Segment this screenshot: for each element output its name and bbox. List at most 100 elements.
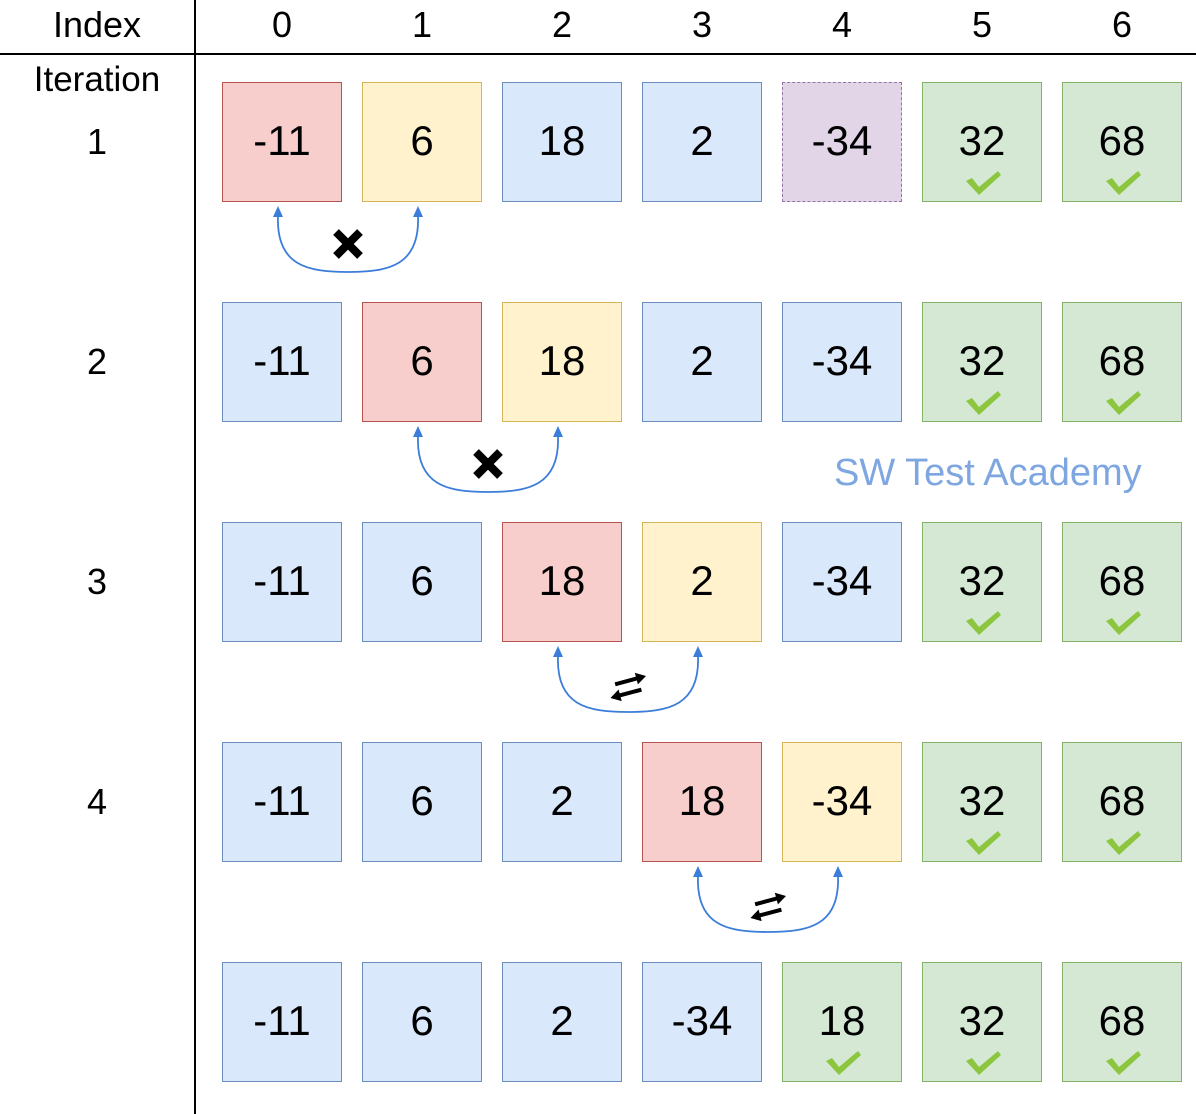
array-cell: -34 bbox=[782, 82, 902, 202]
cell-value: 18 bbox=[678, 777, 726, 824]
cell-value: -34 bbox=[671, 997, 733, 1044]
cell-value: 6 bbox=[410, 337, 434, 384]
no-swap-icon bbox=[473, 449, 503, 479]
cell-value: -11 bbox=[253, 777, 311, 824]
array-cell: 2 bbox=[642, 522, 762, 642]
array-cell: 32 bbox=[922, 82, 1042, 202]
array-cell: 6 bbox=[362, 82, 482, 202]
arrow-head bbox=[413, 206, 423, 217]
no-swap-icon bbox=[333, 229, 363, 259]
check-icon bbox=[1106, 391, 1141, 415]
array-cell: 32 bbox=[922, 302, 1042, 422]
array-cell: 2 bbox=[502, 962, 622, 1082]
cell-value: -34 bbox=[811, 337, 873, 384]
array-cell: -11 bbox=[222, 962, 342, 1082]
check-icon bbox=[966, 171, 1001, 195]
cell-value: -11 bbox=[253, 337, 311, 384]
check-icon bbox=[966, 611, 1001, 635]
watermark: SW Test Academy bbox=[834, 452, 1142, 494]
array-cell: 18 bbox=[782, 962, 902, 1082]
iteration-number: 1 bbox=[86, 121, 108, 162]
array-cell: 68 bbox=[1062, 742, 1182, 862]
cell-value: -11 bbox=[253, 557, 311, 604]
column-divider bbox=[194, 0, 196, 1114]
cell-value: -11 bbox=[253, 997, 311, 1044]
cell-value: 2 bbox=[690, 337, 714, 384]
cell-value: -34 bbox=[811, 117, 873, 164]
array-cell: 68 bbox=[1062, 962, 1182, 1082]
cell-value: 68 bbox=[1098, 777, 1146, 824]
index-3: 3 bbox=[691, 4, 713, 45]
swap-icon bbox=[610, 672, 647, 702]
header-divider bbox=[0, 53, 1196, 55]
cell-value: 2 bbox=[690, 117, 714, 164]
check-icon bbox=[1106, 1051, 1141, 1075]
check-icon bbox=[966, 1051, 1001, 1075]
comparison-arc bbox=[413, 426, 563, 493]
index-6: 6 bbox=[1111, 4, 1133, 45]
cell-value: 18 bbox=[538, 337, 586, 384]
cell-value: 18 bbox=[538, 117, 586, 164]
array-cell: 6 bbox=[362, 742, 482, 862]
cell-value: 18 bbox=[818, 997, 866, 1044]
cell-value: 6 bbox=[410, 777, 434, 824]
arrow-head bbox=[553, 426, 563, 437]
arrow-head bbox=[833, 866, 843, 877]
cell-value: -11 bbox=[253, 117, 311, 164]
cell-value: 68 bbox=[1098, 337, 1146, 384]
index-0: 0 bbox=[271, 4, 293, 45]
cell-value: 18 bbox=[538, 557, 586, 604]
array-cell: 18 bbox=[502, 302, 622, 422]
cell-value: 32 bbox=[958, 557, 1006, 604]
iteration-number: 2 bbox=[86, 341, 108, 382]
arrow-head bbox=[413, 426, 423, 437]
check-icon bbox=[966, 831, 1001, 855]
array-cell: 32 bbox=[922, 742, 1042, 862]
cell-value: 68 bbox=[1098, 117, 1146, 164]
array-cell: -34 bbox=[782, 302, 902, 422]
check-icon bbox=[1106, 611, 1141, 635]
array-cell: 68 bbox=[1062, 302, 1182, 422]
cell-value: -34 bbox=[811, 777, 873, 824]
iteration-number: 3 bbox=[86, 561, 108, 602]
comparison-arc bbox=[693, 866, 843, 933]
array-cell: 18 bbox=[502, 82, 622, 202]
arrow-head bbox=[693, 646, 703, 657]
check-icon bbox=[1106, 171, 1141, 195]
array-cell: 18 bbox=[502, 522, 622, 642]
array-cell: 2 bbox=[502, 742, 622, 862]
comparison-arc bbox=[553, 646, 703, 713]
array-cell: 6 bbox=[362, 302, 482, 422]
cell-value: 32 bbox=[958, 117, 1006, 164]
index-2: 2 bbox=[551, 4, 573, 45]
cell-value: -34 bbox=[811, 557, 873, 604]
iteration-label: Iteration bbox=[33, 60, 161, 99]
array-cell: 68 bbox=[1062, 82, 1182, 202]
array-cell: -11 bbox=[222, 82, 342, 202]
index-1: 1 bbox=[411, 4, 433, 45]
cell-value: 68 bbox=[1098, 557, 1146, 604]
arrow-head bbox=[273, 206, 283, 217]
cell-value: 32 bbox=[958, 777, 1006, 824]
array-cell: 68 bbox=[1062, 522, 1182, 642]
check-icon bbox=[1106, 831, 1141, 855]
cell-value: 32 bbox=[958, 997, 1006, 1044]
cell-value: 6 bbox=[410, 997, 434, 1044]
array-cell: -34 bbox=[642, 962, 762, 1082]
array-cell: 18 bbox=[642, 742, 762, 862]
arrow-head bbox=[553, 646, 563, 657]
array-cell: 6 bbox=[362, 522, 482, 642]
array-cell: -11 bbox=[222, 742, 342, 862]
cell-value: 2 bbox=[550, 997, 574, 1044]
swap-icon bbox=[750, 892, 787, 922]
array-cell: -11 bbox=[222, 302, 342, 422]
array-cell: 6 bbox=[362, 962, 482, 1082]
index-5: 5 bbox=[971, 4, 993, 45]
array-cell: -34 bbox=[782, 742, 902, 862]
cell-value: 2 bbox=[550, 777, 574, 824]
cell-value: 68 bbox=[1098, 997, 1146, 1044]
check-icon bbox=[966, 391, 1001, 415]
cell-value: 2 bbox=[690, 557, 714, 604]
index-4: 4 bbox=[831, 4, 853, 45]
